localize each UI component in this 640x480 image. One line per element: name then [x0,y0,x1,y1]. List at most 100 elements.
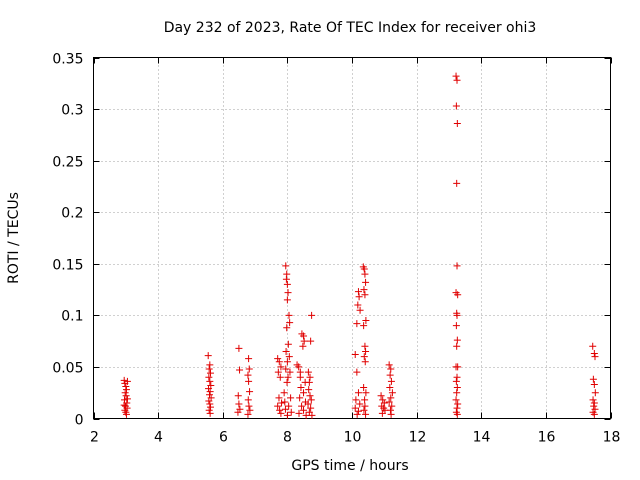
data-point [453,342,461,350]
data-point [246,406,254,414]
data-point [354,288,362,296]
data-point [205,406,213,414]
data-point [453,262,461,270]
data-point [353,320,361,328]
data-point [362,347,370,355]
data-point [360,406,368,414]
data-point [306,373,314,381]
data-point [307,337,315,345]
data-point [453,384,461,392]
data-point [454,400,462,408]
data-point [453,336,461,344]
data-point [356,306,364,314]
data-point [297,384,305,392]
data-point [123,395,131,403]
data-point [236,405,244,413]
data-point [205,385,213,393]
data-point [452,102,460,110]
data-point [360,286,368,294]
data-point [206,409,214,417]
data-point [282,365,290,373]
data-point [591,389,599,397]
data-point [298,402,306,410]
data-point [121,389,129,397]
data-point [283,280,291,288]
chart-title: Day 232 of 2023, Rate Of TEC Index for r… [164,20,537,36]
data-point [275,358,283,366]
data-point [360,265,368,273]
data-point [387,410,395,418]
y-tick-label: 0.2 [61,206,83,222]
data-point [360,322,368,330]
x-tick-label: 12 [409,430,427,446]
data-point [304,368,312,376]
x-tick-label: 6 [219,430,228,446]
y-tick-label: 0.35 [52,52,83,68]
data-point [353,368,361,376]
data-point [388,402,396,410]
data-point [352,396,360,404]
data-point [300,389,308,397]
data-point [300,337,308,345]
data-point [282,275,290,283]
data-point [354,301,362,309]
data-point [206,391,214,399]
data-point [204,352,212,360]
data-point [378,409,386,417]
data-point [591,353,599,361]
data-point [354,407,362,415]
data-point [355,293,363,301]
data-point [282,347,290,355]
data-point [234,408,242,416]
data-point [284,340,292,348]
data-point [206,361,214,369]
data-point [277,363,285,371]
data-point [245,365,253,373]
data-point [361,342,369,350]
data-point [122,386,130,394]
data-point [362,317,370,325]
y-tick-label: 0.1 [61,309,83,325]
data-point [281,398,289,406]
data-point [305,378,313,386]
data-point [296,373,304,381]
data-point [283,411,291,419]
data-point [278,399,286,407]
y-tick-label: 0 [75,413,84,429]
x-tick-label: 8 [283,430,292,446]
data-point [205,397,213,405]
data-point [351,351,359,359]
data-point [591,405,599,413]
data-point [276,373,284,381]
data-point [245,377,253,385]
data-point [274,402,282,410]
y-axis-label: ROTI / TECUs [6,192,22,284]
data-point [283,324,291,332]
data-point [452,377,460,385]
data-point [285,402,293,410]
data-point [379,396,387,404]
data-point [296,394,304,402]
data-point [308,411,316,419]
data-point [308,311,316,319]
data-point [452,322,460,330]
y-tick-label: 0.3 [61,103,83,119]
data-point [386,406,394,414]
data-point [283,378,291,386]
data-point [589,375,597,383]
data-point [286,368,294,376]
y-tick-label: 0.15 [52,258,83,274]
data-point [453,179,461,187]
data-point [282,262,290,270]
data-point [387,365,395,373]
data-point [453,76,461,84]
data-point [307,396,315,404]
data-point [206,400,214,408]
data-point [307,404,315,412]
data-point [276,406,284,414]
data-point [306,392,314,400]
data-point [362,389,370,397]
data-point [122,410,130,418]
data-point [590,399,598,407]
data-point [453,373,461,381]
